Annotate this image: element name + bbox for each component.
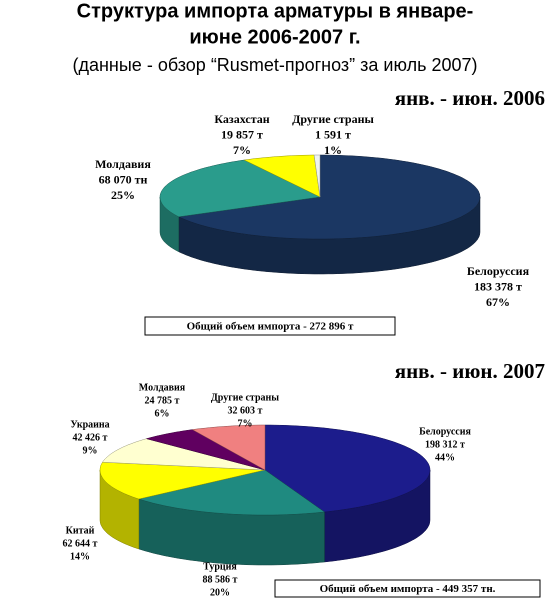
- total-label: Общий объем импорта - 449 357 тн.: [320, 583, 496, 595]
- slice: [313, 154, 321, 198]
- slice-percent: 67%: [486, 295, 510, 309]
- slice: [177, 154, 481, 240]
- slice-percent: 6%: [155, 408, 170, 419]
- slice-percent: 25%: [111, 188, 135, 202]
- slice: [145, 429, 266, 471]
- total-label: Общий объем импорта - 272 896 т: [187, 321, 354, 333]
- slice-name: Украина: [70, 419, 109, 430]
- title-line: июне 2006-2007 г.: [189, 26, 360, 48]
- slice-name: Казахстан: [214, 112, 269, 126]
- slice-amount: 88 586 т: [203, 574, 238, 585]
- chart-title: янв. - июн. 2007: [395, 359, 545, 383]
- slice-percent: 20%: [210, 587, 230, 598]
- total-box: [274, 579, 541, 598]
- slice: [159, 159, 321, 218]
- slice-amount: 42 426 т: [73, 432, 108, 443]
- slice: [137, 469, 326, 516]
- slice-name: Белоруссия: [419, 426, 471, 437]
- slice-percent: 44%: [435, 452, 455, 463]
- slice-percent: 9%: [83, 445, 98, 456]
- title-line: Структура импорта арматуры в январе-: [77, 0, 474, 22]
- slice: [243, 154, 321, 198]
- slice-amount: 62 644 т: [63, 538, 98, 549]
- slice-percent: 7%: [233, 143, 251, 157]
- slice-amount: 198 312 т: [425, 439, 465, 450]
- slice-name: Другие страны: [211, 392, 279, 403]
- slice: [99, 461, 266, 500]
- slice-percent: 7%: [238, 418, 253, 429]
- slice-percent: 1%: [324, 143, 342, 157]
- slice-name: Белоруссия: [467, 264, 530, 278]
- slice-name: Молдавия: [95, 157, 151, 171]
- slice-name: Турция: [203, 561, 237, 572]
- slice-amount: 68 070 тн: [99, 172, 148, 186]
- slice-percent: 14%: [70, 551, 90, 562]
- slice: [264, 424, 431, 513]
- slice-amount: 183 378 т: [474, 279, 522, 293]
- slice-amount: 24 785 т: [145, 395, 180, 406]
- slice: [191, 424, 266, 471]
- slice-amount: 32 603 т: [228, 405, 263, 416]
- slice-name: Другие страны: [292, 112, 374, 126]
- slice-amount: 19 857 т: [221, 127, 263, 141]
- chart-title: янв. - июн. 2006: [395, 86, 545, 110]
- slice: [102, 438, 266, 471]
- slice-name: Молдавия: [139, 382, 186, 393]
- slice-amount: 1 591 т: [315, 127, 351, 141]
- slice-name: Китай: [66, 525, 95, 536]
- subtitle: (данные - обзор “Rusmet-прогноз” за июль…: [72, 55, 477, 75]
- total-box: [144, 316, 396, 336]
